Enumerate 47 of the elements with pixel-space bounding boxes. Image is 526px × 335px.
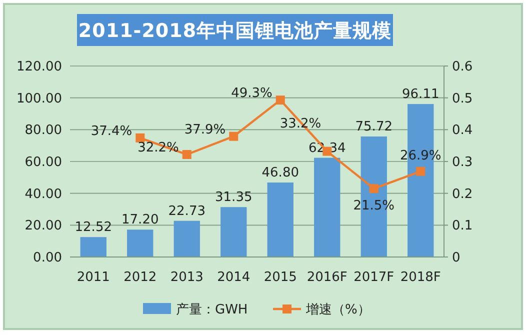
data-label: 12.52 (74, 220, 112, 236)
bar (220, 207, 247, 257)
point (182, 150, 192, 159)
bar (174, 220, 200, 257)
y2-tick-label: 0.6 (452, 60, 473, 75)
point (136, 133, 145, 142)
text: 80.00 (24, 123, 62, 138)
x-tick-label: 2018F (400, 270, 441, 285)
y2-tick-label: 0.1 (452, 218, 473, 234)
data-label: 37.9% (184, 122, 226, 138)
x-tick-label: 2012 (124, 270, 157, 285)
chart-title: 2011-2018年中国锂电池产量规模 (78, 20, 392, 42)
bar (314, 158, 340, 257)
x-tick-label: 2017F (354, 270, 394, 285)
text: 0.00 (33, 250, 62, 266)
x-tick-label: 2011 (76, 270, 110, 285)
legend-label: 产量：GWH (176, 302, 248, 318)
data-label: 49.3% (231, 86, 272, 102)
data-label: 22.73 (168, 204, 206, 219)
text: 100.00 (16, 91, 62, 106)
data-label: 96.11 (402, 87, 440, 102)
point (369, 184, 378, 194)
y2-tick-label: 0.5 (452, 91, 473, 106)
x-tick-label: 2015 (264, 270, 297, 285)
y2-tick-label: 0.3 (452, 155, 473, 170)
data-label: 17.20 (122, 212, 159, 228)
text: 120.00 (16, 60, 62, 75)
x-tick-label: 2016F (306, 270, 348, 285)
data-label: 46.80 (262, 166, 299, 181)
text: 60.00 (24, 155, 62, 170)
data-label: 75.72 (355, 119, 392, 134)
y2-tick-label: 0 (452, 250, 460, 266)
bar (127, 230, 154, 257)
y2-tick-label: 0.2 (452, 186, 473, 202)
data-label: 31.35 (215, 190, 252, 206)
text: 40.00 (24, 186, 62, 202)
text: 20.00 (24, 218, 62, 234)
x-tick-label: 2013 (170, 270, 204, 285)
data-label: 37.4% (90, 124, 132, 139)
legend-label: 增速（%） (305, 302, 370, 318)
bar (267, 182, 294, 257)
point (229, 132, 238, 141)
point (276, 96, 285, 105)
y2-tick-label: 0.4 (452, 123, 473, 138)
point (416, 166, 426, 176)
x-tick-label: 2014 (217, 270, 250, 285)
bar (80, 237, 106, 257)
